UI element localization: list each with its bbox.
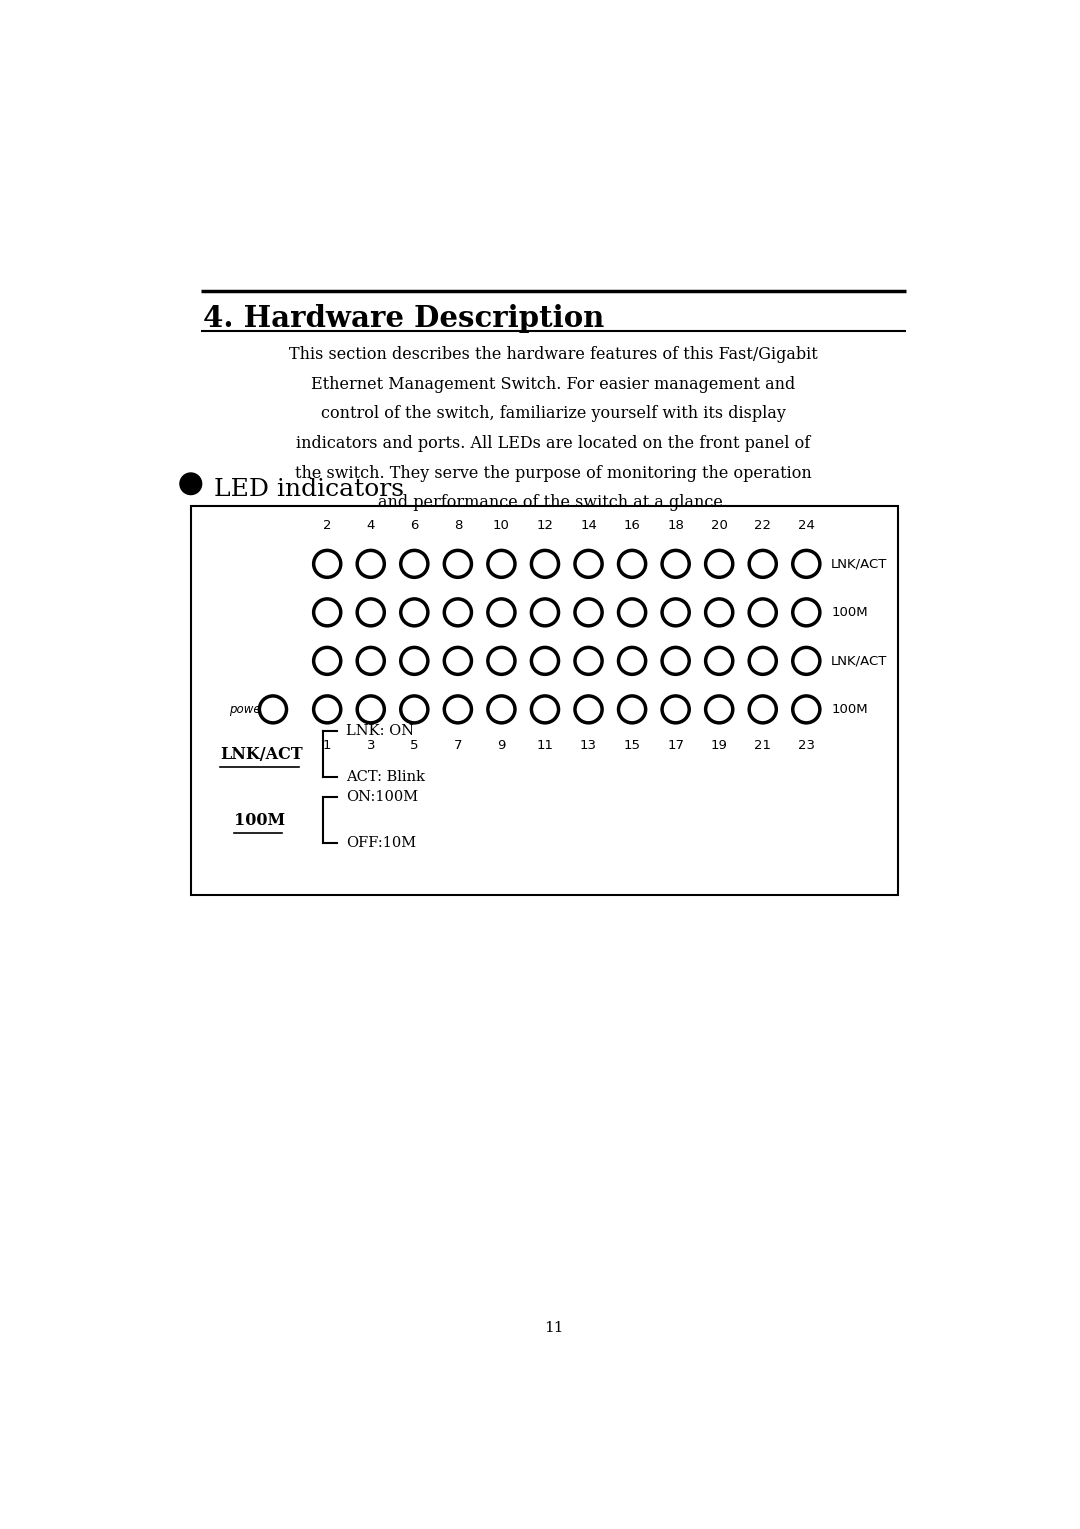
Circle shape (662, 696, 689, 723)
Circle shape (531, 696, 558, 723)
Circle shape (793, 696, 820, 723)
Circle shape (357, 647, 384, 674)
Circle shape (259, 696, 286, 723)
Circle shape (793, 599, 820, 625)
Circle shape (662, 550, 689, 578)
Circle shape (619, 550, 646, 578)
Circle shape (619, 647, 646, 674)
Text: 19: 19 (711, 739, 728, 752)
Circle shape (619, 599, 646, 625)
Circle shape (357, 599, 384, 625)
Circle shape (705, 696, 732, 723)
Circle shape (444, 599, 472, 625)
Circle shape (401, 550, 428, 578)
Text: 11: 11 (537, 739, 553, 752)
Text: 12: 12 (537, 518, 553, 532)
Text: OFF:10M: OFF:10M (346, 836, 416, 850)
Circle shape (662, 599, 689, 625)
Circle shape (619, 696, 646, 723)
Circle shape (575, 599, 602, 625)
Text: ACT: Blink: ACT: Blink (346, 771, 424, 784)
Text: 9: 9 (497, 739, 505, 752)
Circle shape (705, 550, 732, 578)
Circle shape (401, 696, 428, 723)
Text: 4: 4 (366, 518, 375, 532)
Text: 10: 10 (492, 518, 510, 532)
Circle shape (488, 647, 515, 674)
Text: control of the switch, familiarize yourself with its display: control of the switch, familiarize yours… (321, 405, 786, 422)
Circle shape (750, 647, 777, 674)
Circle shape (531, 647, 558, 674)
Circle shape (313, 647, 341, 674)
Text: 100M: 100M (832, 605, 867, 619)
Circle shape (444, 550, 472, 578)
Text: 13: 13 (580, 739, 597, 752)
Text: LNK: ON: LNK: ON (346, 723, 414, 739)
Circle shape (750, 550, 777, 578)
Circle shape (444, 696, 472, 723)
Circle shape (705, 647, 732, 674)
Circle shape (313, 550, 341, 578)
Circle shape (750, 599, 777, 625)
Text: 8: 8 (454, 518, 462, 532)
Text: 16: 16 (623, 518, 640, 532)
Circle shape (575, 550, 602, 578)
Circle shape (488, 696, 515, 723)
Text: 4. Hardware Description: 4. Hardware Description (203, 304, 605, 333)
Text: 100M: 100M (832, 703, 867, 716)
Circle shape (531, 599, 558, 625)
Text: 15: 15 (623, 739, 640, 752)
Text: 11: 11 (543, 1321, 564, 1335)
Circle shape (313, 696, 341, 723)
Text: LNK/ACT: LNK/ACT (220, 746, 302, 763)
Circle shape (750, 696, 777, 723)
Text: 3: 3 (366, 739, 375, 752)
Circle shape (357, 696, 384, 723)
Circle shape (575, 647, 602, 674)
Circle shape (531, 550, 558, 578)
Circle shape (401, 599, 428, 625)
Text: 5: 5 (410, 739, 419, 752)
Text: the switch. They serve the purpose of monitoring the operation: the switch. They serve the purpose of mo… (295, 465, 812, 482)
Circle shape (180, 472, 202, 494)
Text: 21: 21 (754, 739, 771, 752)
Circle shape (313, 599, 341, 625)
Circle shape (793, 647, 820, 674)
Text: and performance of the switch at a glance.: and performance of the switch at a glanc… (378, 494, 729, 511)
Text: power: power (229, 703, 266, 716)
Text: LNK/ACT: LNK/ACT (832, 654, 888, 667)
Text: LED indicators: LED indicators (214, 479, 404, 502)
Text: 20: 20 (711, 518, 728, 532)
Bar (191, 506, 899, 894)
Text: This section describes the hardware features of this Fast/Gigabit: This section describes the hardware feat… (289, 346, 818, 362)
Text: indicators and ports. All LEDs are located on the front panel of: indicators and ports. All LEDs are locat… (296, 434, 811, 453)
Text: 7: 7 (454, 739, 462, 752)
Text: 6: 6 (410, 518, 418, 532)
Circle shape (488, 550, 515, 578)
Circle shape (488, 599, 515, 625)
Text: LNK/ACT: LNK/ACT (832, 558, 888, 570)
Text: 14: 14 (580, 518, 597, 532)
Circle shape (357, 550, 384, 578)
Circle shape (705, 599, 732, 625)
Text: ON:100M: ON:100M (346, 790, 418, 804)
Text: 100M: 100M (234, 812, 285, 829)
Text: Ethernet Management Switch. For easier management and: Ethernet Management Switch. For easier m… (311, 376, 796, 393)
Text: 2: 2 (323, 518, 332, 532)
Text: 22: 22 (754, 518, 771, 532)
Circle shape (401, 647, 428, 674)
Circle shape (793, 550, 820, 578)
Circle shape (444, 647, 472, 674)
Text: 18: 18 (667, 518, 684, 532)
Text: 24: 24 (798, 518, 814, 532)
Text: 17: 17 (667, 739, 684, 752)
Text: 23: 23 (798, 739, 814, 752)
Circle shape (575, 696, 602, 723)
Circle shape (662, 647, 689, 674)
Text: 1: 1 (323, 739, 332, 752)
